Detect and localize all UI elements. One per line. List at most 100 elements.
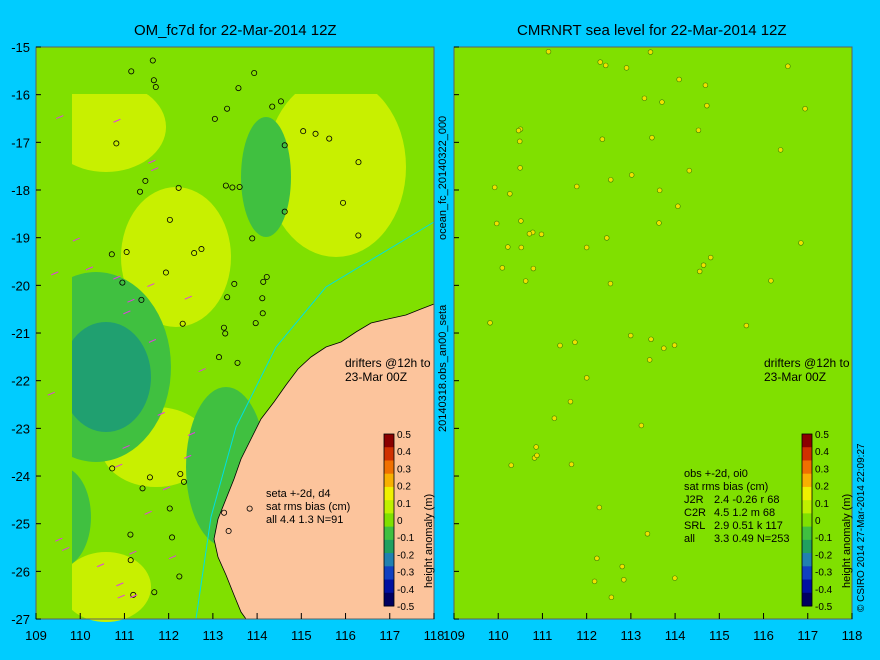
obs-marker — [704, 102, 710, 109]
colorbar-swatch — [802, 500, 812, 514]
obs-marker — [123, 249, 130, 256]
obs-marker — [623, 65, 630, 71]
y-tick-label: -19 — [11, 231, 30, 246]
y-tick-label: -18 — [11, 183, 30, 198]
obs-marker — [638, 422, 645, 429]
obs-marker — [355, 159, 362, 166]
obs-marker — [224, 294, 231, 301]
obs-marker — [644, 531, 651, 537]
x-tick-label: 118 — [842, 628, 863, 643]
y-tick-label: -17 — [11, 135, 30, 150]
center-label-top: ocean_fc_20140322_000 — [437, 115, 449, 240]
obs-marker — [567, 398, 574, 405]
drifter-marker — [56, 115, 64, 120]
obs-marker — [661, 345, 667, 351]
colorbar-tick-label: -0.2 — [397, 550, 415, 561]
obs-marker — [176, 573, 183, 580]
x-tick-label: 113 — [621, 628, 642, 643]
obs-marker — [177, 470, 184, 477]
stats-row: J2R 2.4 -0.26 r 68 — [684, 494, 780, 506]
obs-marker — [798, 240, 804, 246]
x-tick-label: 110 — [70, 628, 91, 643]
x-tick-label: 112 — [576, 628, 597, 643]
colorbar-tick-label: -0.1 — [815, 533, 833, 544]
x-tick-label: 116 — [753, 628, 774, 643]
colorbar-tick-label: 0.1 — [815, 499, 829, 510]
obs-marker — [659, 99, 665, 105]
center-label-bottom: 20140318.obs_an00_seta — [437, 304, 449, 432]
obs-marker — [355, 232, 362, 239]
obs-marker — [492, 184, 498, 191]
x-tick-label: 118 — [424, 628, 445, 643]
obs-marker — [127, 557, 134, 564]
obs-marker — [672, 575, 678, 581]
obs-marker — [499, 265, 506, 271]
obs-marker — [785, 63, 791, 69]
obs-marker — [151, 589, 158, 596]
obs-marker — [507, 191, 513, 197]
left-drifters-note: drifters @12h to 23-Mar 00Z — [345, 356, 431, 384]
colorbar-tick-label: -0.3 — [397, 568, 415, 579]
obs-marker — [574, 183, 580, 190]
drifter-marker — [129, 550, 137, 555]
obs-marker — [169, 534, 176, 541]
y-tick-label: -27 — [11, 612, 30, 627]
colorbar-frame — [383, 433, 395, 607]
obs-marker — [277, 98, 284, 105]
y-tick-label: -16 — [11, 88, 30, 103]
obs-marker — [584, 375, 590, 381]
drifter-marker — [130, 594, 138, 599]
left-map-panel — [35, 46, 435, 622]
x-tick-label: 113 — [203, 628, 224, 643]
colorbar-swatch — [384, 592, 394, 607]
obs-marker — [119, 279, 126, 286]
obs-marker — [487, 320, 493, 326]
obs-marker — [340, 199, 347, 206]
colorbar-swatch — [802, 447, 812, 461]
obs-marker — [517, 138, 523, 145]
obs-marker — [128, 68, 135, 75]
obs-marker — [621, 577, 627, 583]
obs-marker — [522, 278, 529, 284]
obs-marker — [594, 555, 600, 562]
x-tick-label: 110 — [488, 628, 509, 643]
obs-marker — [216, 354, 223, 361]
obs-marker — [591, 578, 598, 585]
obs-marker — [235, 85, 242, 92]
obs-marker — [695, 127, 702, 133]
colorbar-swatch — [802, 579, 812, 594]
colorbar-tick-label: 0.3 — [815, 464, 829, 475]
drifter-marker — [51, 271, 59, 276]
colorbar-swatch — [384, 539, 394, 554]
colorbar-tick-label: -0.5 — [397, 602, 415, 613]
obs-marker — [607, 280, 614, 287]
right-panel-title: CMRNRT sea level for 22-Mar-2014 12Z — [517, 22, 787, 39]
obs-marker — [179, 320, 186, 327]
colorbar-swatch — [802, 526, 812, 541]
drifter-marker — [127, 298, 135, 303]
obs-marker — [777, 147, 784, 153]
obs-marker — [113, 140, 120, 147]
obs-marker — [608, 177, 614, 183]
drifter-marker — [123, 310, 131, 315]
obs-marker — [162, 269, 169, 276]
drifter-marker — [62, 547, 70, 551]
right-drifters-line2: 23-Mar 00Z — [764, 370, 827, 384]
colorbar-swatch — [384, 553, 394, 567]
x-tick-label: 114 — [665, 628, 686, 643]
drifter-marker — [96, 563, 105, 568]
obs-marker — [646, 357, 653, 363]
y-tick-label: -23 — [11, 421, 30, 436]
obs-marker — [252, 320, 259, 327]
colorbar-tick-label: -0.5 — [815, 602, 833, 613]
obs-marker — [768, 278, 774, 284]
obs-marker — [225, 528, 232, 535]
obs-marker — [603, 62, 609, 69]
obs-marker — [281, 142, 288, 149]
obs-marker — [597, 59, 603, 65]
x-tick-label: 115 — [709, 628, 730, 643]
drifter-marker — [113, 118, 121, 123]
right-stats-line1: obs +-2d, oi0 — [684, 468, 748, 480]
drifter-marker — [151, 167, 159, 172]
colorbar-swatch — [802, 592, 812, 607]
